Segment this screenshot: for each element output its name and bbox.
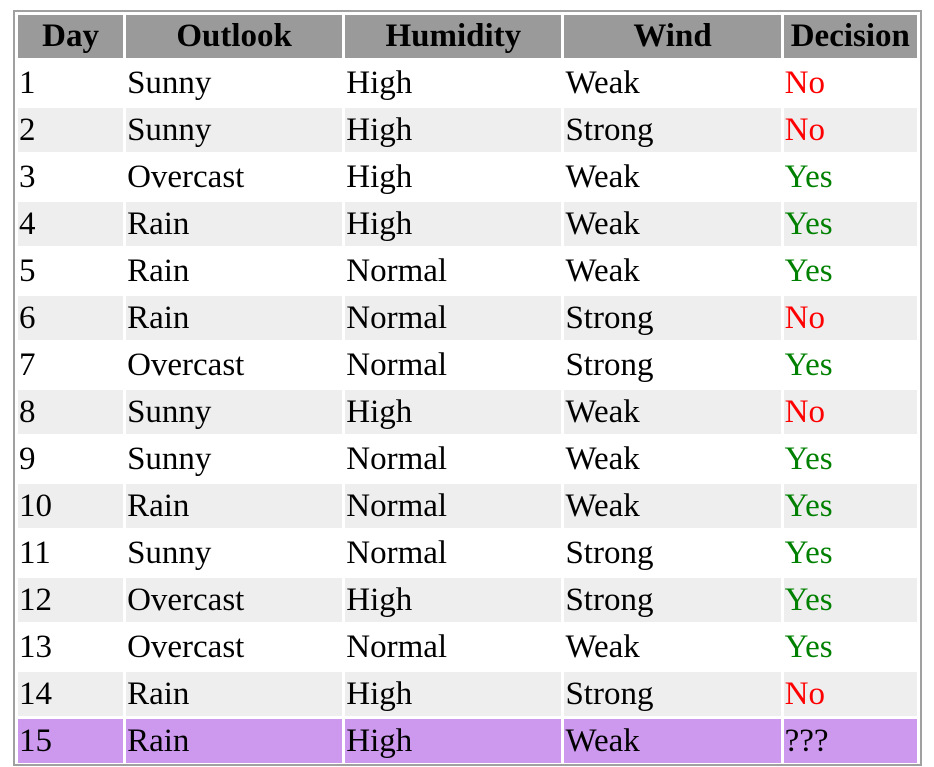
cell-outlook: Sunny bbox=[126, 437, 343, 481]
table-row: 5 Rain Normal Weak Yes bbox=[18, 249, 917, 293]
cell-decision: ??? bbox=[783, 719, 917, 763]
cell-outlook: Sunny bbox=[126, 531, 343, 575]
cell-wind: Strong bbox=[564, 343, 781, 387]
cell-decision: Yes bbox=[783, 484, 917, 528]
cell-day: 15 bbox=[18, 719, 124, 763]
table-row: 1 Sunny High Weak No bbox=[18, 61, 917, 105]
cell-humidity: Normal bbox=[345, 531, 562, 575]
cell-humidity: High bbox=[345, 390, 562, 434]
cell-humidity: High bbox=[345, 719, 562, 763]
cell-day: 14 bbox=[18, 672, 124, 716]
cell-day: 3 bbox=[18, 155, 124, 199]
cell-humidity: Normal bbox=[345, 296, 562, 340]
cell-wind: Weak bbox=[564, 390, 781, 434]
header-row: Day Outlook Humidity Wind Decision bbox=[18, 15, 917, 58]
cell-outlook: Rain bbox=[126, 296, 343, 340]
cell-decision: No bbox=[783, 390, 917, 434]
cell-decision: Yes bbox=[783, 202, 917, 246]
cell-wind: Weak bbox=[564, 625, 781, 669]
cell-day: 5 bbox=[18, 249, 124, 293]
cell-wind: Strong bbox=[564, 531, 781, 575]
cell-day: 6 bbox=[18, 296, 124, 340]
header-outlook: Outlook bbox=[126, 15, 343, 58]
header-decision: Decision bbox=[783, 15, 917, 58]
cell-decision: Yes bbox=[783, 625, 917, 669]
table-row: 2 Sunny High Strong No bbox=[18, 108, 917, 152]
table-row: 4 Rain High Weak Yes bbox=[18, 202, 917, 246]
cell-day: 13 bbox=[18, 625, 124, 669]
cell-day: 10 bbox=[18, 484, 124, 528]
cell-decision: Yes bbox=[783, 437, 917, 481]
cell-decision: Yes bbox=[783, 343, 917, 387]
cell-humidity: Normal bbox=[345, 484, 562, 528]
table-row: 7 Overcast Normal Strong Yes bbox=[18, 343, 917, 387]
cell-decision: No bbox=[783, 108, 917, 152]
cell-outlook: Rain bbox=[126, 249, 343, 293]
cell-day: 4 bbox=[18, 202, 124, 246]
cell-humidity: Normal bbox=[345, 249, 562, 293]
cell-humidity: High bbox=[345, 108, 562, 152]
cell-day: 9 bbox=[18, 437, 124, 481]
cell-day: 8 bbox=[18, 390, 124, 434]
play-tennis-table-container: Day Outlook Humidity Wind Decision 1 Sunn… bbox=[13, 10, 922, 766]
cell-decision: No bbox=[783, 672, 917, 716]
cell-humidity: High bbox=[345, 672, 562, 716]
cell-humidity: High bbox=[345, 578, 562, 622]
cell-day: 11 bbox=[18, 531, 124, 575]
cell-wind: Weak bbox=[564, 719, 781, 763]
cell-outlook: Rain bbox=[126, 672, 343, 716]
cell-outlook: Sunny bbox=[126, 390, 343, 434]
table-row: 8 Sunny High Weak No bbox=[18, 390, 917, 434]
cell-wind: Strong bbox=[564, 672, 781, 716]
table-row: 13 Overcast Normal Weak Yes bbox=[18, 625, 917, 669]
cell-wind: Weak bbox=[564, 484, 781, 528]
cell-humidity: Normal bbox=[345, 625, 562, 669]
cell-humidity: Normal bbox=[345, 437, 562, 481]
cell-humidity: High bbox=[345, 155, 562, 199]
cell-day: 7 bbox=[18, 343, 124, 387]
cell-outlook: Rain bbox=[126, 484, 343, 528]
cell-wind: Weak bbox=[564, 202, 781, 246]
table-row: 12 Overcast High Strong Yes bbox=[18, 578, 917, 622]
table-row: 10 Rain Normal Weak Yes bbox=[18, 484, 917, 528]
cell-decision: Yes bbox=[783, 578, 917, 622]
cell-wind: Weak bbox=[564, 155, 781, 199]
cell-wind: Strong bbox=[564, 296, 781, 340]
cell-humidity: High bbox=[345, 61, 562, 105]
cell-decision: Yes bbox=[783, 531, 917, 575]
cell-day: 2 bbox=[18, 108, 124, 152]
cell-humidity: Normal bbox=[345, 343, 562, 387]
cell-decision: No bbox=[783, 296, 917, 340]
cell-wind: Strong bbox=[564, 108, 781, 152]
cell-outlook: Sunny bbox=[126, 61, 343, 105]
cell-wind: Weak bbox=[564, 61, 781, 105]
cell-decision: Yes bbox=[783, 155, 917, 199]
play-tennis-table: Day Outlook Humidity Wind Decision 1 Sunn… bbox=[15, 12, 920, 766]
table-row: 3 Overcast High Weak Yes bbox=[18, 155, 917, 199]
table-row: 11 Sunny Normal Strong Yes bbox=[18, 531, 917, 575]
cell-outlook: Overcast bbox=[126, 343, 343, 387]
header-wind: Wind bbox=[564, 15, 781, 58]
table-body: 1 Sunny High Weak No 2 Sunny High Strong No 3 Overc… bbox=[18, 61, 917, 763]
query-row: 15 Rain High Weak??? bbox=[18, 719, 917, 763]
cell-outlook: Overcast bbox=[126, 155, 343, 199]
table-row: 9 Sunny Normal Weak Yes bbox=[18, 437, 917, 481]
table-row: 6 Rain Normal Strong No bbox=[18, 296, 917, 340]
table-row: 14 Rain High Strong No bbox=[18, 672, 917, 716]
header-humidity: Humidity bbox=[345, 15, 562, 58]
cell-wind: Strong bbox=[564, 578, 781, 622]
cell-wind: Weak bbox=[564, 437, 781, 481]
cell-outlook: Overcast bbox=[126, 625, 343, 669]
cell-outlook: Rain bbox=[126, 719, 343, 763]
cell-humidity: High bbox=[345, 202, 562, 246]
cell-outlook: Overcast bbox=[126, 578, 343, 622]
cell-day: 12 bbox=[18, 578, 124, 622]
cell-decision: Yes bbox=[783, 249, 917, 293]
cell-outlook: Rain bbox=[126, 202, 343, 246]
header-day: Day bbox=[18, 15, 124, 58]
cell-wind: Weak bbox=[564, 249, 781, 293]
cell-day: 1 bbox=[18, 61, 124, 105]
cell-decision: No bbox=[783, 61, 917, 105]
cell-outlook: Sunny bbox=[126, 108, 343, 152]
